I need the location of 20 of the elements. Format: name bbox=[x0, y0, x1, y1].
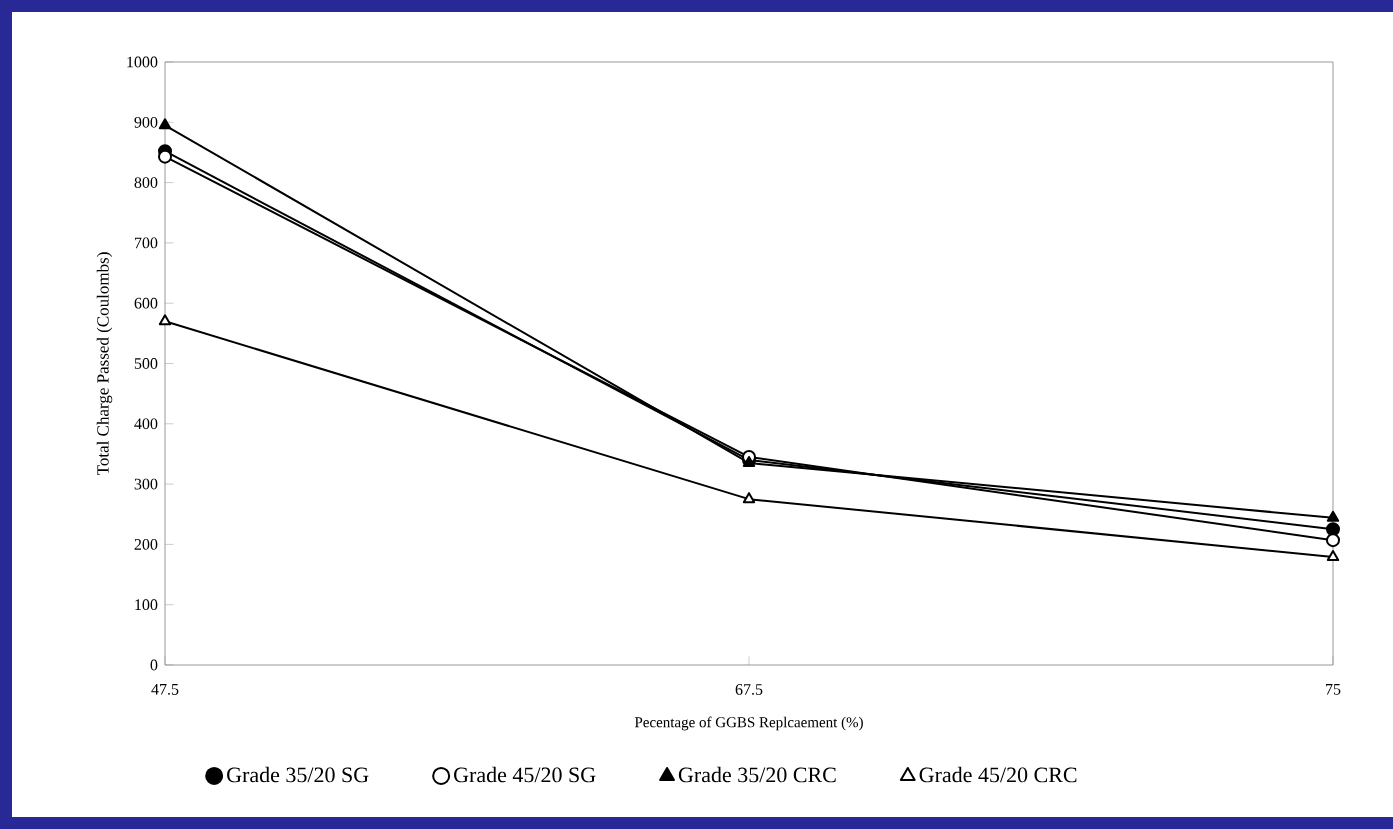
y-tick-label: 800 bbox=[134, 177, 158, 188]
x-axis-title: Pecentage of GGBS Replcaement (%) bbox=[634, 716, 863, 731]
y-axis-title: Total Charge Passed (Coulombs) bbox=[96, 252, 113, 476]
x-tick-label: 75 bbox=[1326, 684, 1341, 695]
legend-label: Grade 35/20 SG bbox=[227, 766, 369, 783]
y-tick-label: 200 bbox=[134, 539, 158, 550]
y-tick-label: 100 bbox=[135, 599, 158, 611]
y-tick-label: 900 bbox=[134, 116, 158, 128]
y-tick-label: 400 bbox=[134, 418, 158, 430]
y-tick-label: 500 bbox=[134, 358, 158, 369]
legend-label: Grade 45/20 CRC bbox=[919, 766, 1077, 783]
y-tick-label: 600 bbox=[134, 297, 158, 309]
x-tick-label: 47.5 bbox=[151, 684, 179, 695]
y-tick-label: 0 bbox=[150, 659, 158, 671]
y-tick-label: 1000 bbox=[127, 56, 158, 68]
y-tick-label: 700 bbox=[135, 237, 158, 249]
legend-label: Grade 35/20 CRC bbox=[678, 766, 836, 783]
y-tick-label: 300 bbox=[134, 478, 158, 490]
legend-label: Grade 45/20 SG bbox=[454, 766, 596, 783]
x-tick-label: 67.5 bbox=[735, 684, 763, 695]
